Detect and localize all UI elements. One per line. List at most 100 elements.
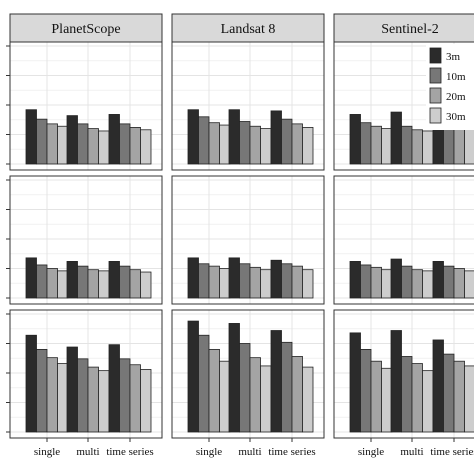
bar <box>281 341 293 433</box>
panel-border <box>9 41 163 171</box>
bar <box>360 122 372 165</box>
bar <box>87 366 99 433</box>
bar <box>411 269 423 299</box>
bar <box>228 323 240 433</box>
bar <box>108 114 120 165</box>
bar <box>291 123 303 165</box>
bar <box>281 118 293 165</box>
panel-border <box>333 41 474 171</box>
bar <box>66 115 78 165</box>
bar <box>66 261 78 299</box>
bar <box>46 357 58 433</box>
bar <box>249 357 261 433</box>
x-tick-label: single <box>358 446 384 458</box>
bar <box>260 128 272 165</box>
bar <box>46 268 58 299</box>
bar <box>140 129 152 165</box>
bar <box>381 128 393 165</box>
bar <box>108 261 120 299</box>
bar <box>390 111 402 165</box>
bar <box>66 346 78 433</box>
bar <box>443 265 455 299</box>
bar <box>119 123 131 165</box>
bar <box>98 270 110 299</box>
bar <box>129 127 141 165</box>
bar <box>422 370 434 433</box>
bar <box>249 266 261 299</box>
panel-border <box>9 309 163 439</box>
facet-panel <box>171 41 325 171</box>
bar <box>453 124 465 165</box>
facet-panel <box>333 175 474 305</box>
facet-panels: single multi time series single multi time se… <box>6 41 474 458</box>
legend-label: 20m <box>446 91 466 103</box>
bar <box>349 114 361 165</box>
bar <box>57 363 69 433</box>
bar <box>129 364 141 433</box>
bar <box>401 125 413 165</box>
bar <box>77 265 89 299</box>
bar <box>25 334 37 433</box>
bar <box>57 125 69 165</box>
bar <box>260 269 272 299</box>
facet-panel: single multi time series <box>333 309 474 458</box>
bar <box>270 330 282 433</box>
bar <box>36 264 48 299</box>
x-tick-label: time series <box>106 446 153 458</box>
bar <box>208 265 220 299</box>
bar <box>360 264 372 299</box>
bar <box>349 332 361 433</box>
panel-border <box>171 309 325 439</box>
bar <box>208 348 220 433</box>
bar <box>187 109 199 165</box>
legend: 3m 10m 20m 30m <box>426 44 474 130</box>
legend-swatch <box>429 47 442 64</box>
facet-strips: PlanetScope Landsat 8 Sentinel-2 <box>9 13 474 43</box>
facet-strip-label: Sentinel-2 <box>381 22 439 37</box>
bar <box>432 339 444 433</box>
bar <box>302 269 314 299</box>
bar <box>25 109 37 165</box>
bar <box>228 257 240 299</box>
bar <box>77 358 89 433</box>
bar <box>390 258 402 299</box>
facet-strip-label: PlanetScope <box>51 22 120 37</box>
bar <box>349 261 361 299</box>
bar <box>239 343 251 433</box>
x-tick-label: multi <box>238 446 261 458</box>
bar <box>219 360 231 433</box>
bar <box>381 367 393 433</box>
bar <box>390 330 402 433</box>
bar <box>87 128 99 165</box>
bar <box>198 116 210 165</box>
facet-panel <box>6 175 163 305</box>
x-tick-label: time series <box>268 446 315 458</box>
x-tick-label: multi <box>400 446 423 458</box>
bar <box>401 356 413 433</box>
bar <box>443 353 455 433</box>
bar <box>57 270 69 299</box>
facet-panel <box>6 41 163 171</box>
bar <box>411 129 423 165</box>
panel-border <box>171 41 325 171</box>
bar <box>77 123 89 165</box>
facet-panel: single multi time series <box>171 309 325 458</box>
facet-strip <box>171 13 325 43</box>
bar <box>381 269 393 299</box>
facet-strip-label: Landsat 8 <box>221 22 276 37</box>
bar <box>98 130 110 165</box>
bar <box>98 370 110 433</box>
bar <box>401 265 413 299</box>
bar <box>87 269 99 299</box>
facet-strip <box>9 13 163 43</box>
bar <box>422 130 434 165</box>
x-tick-label: single <box>196 446 222 458</box>
bar <box>46 123 58 165</box>
facet-panel <box>171 175 325 305</box>
bar <box>464 270 474 299</box>
bar <box>370 360 382 433</box>
panel-border <box>171 175 325 305</box>
bar <box>198 263 210 299</box>
bar <box>302 127 314 165</box>
bar <box>36 118 48 165</box>
